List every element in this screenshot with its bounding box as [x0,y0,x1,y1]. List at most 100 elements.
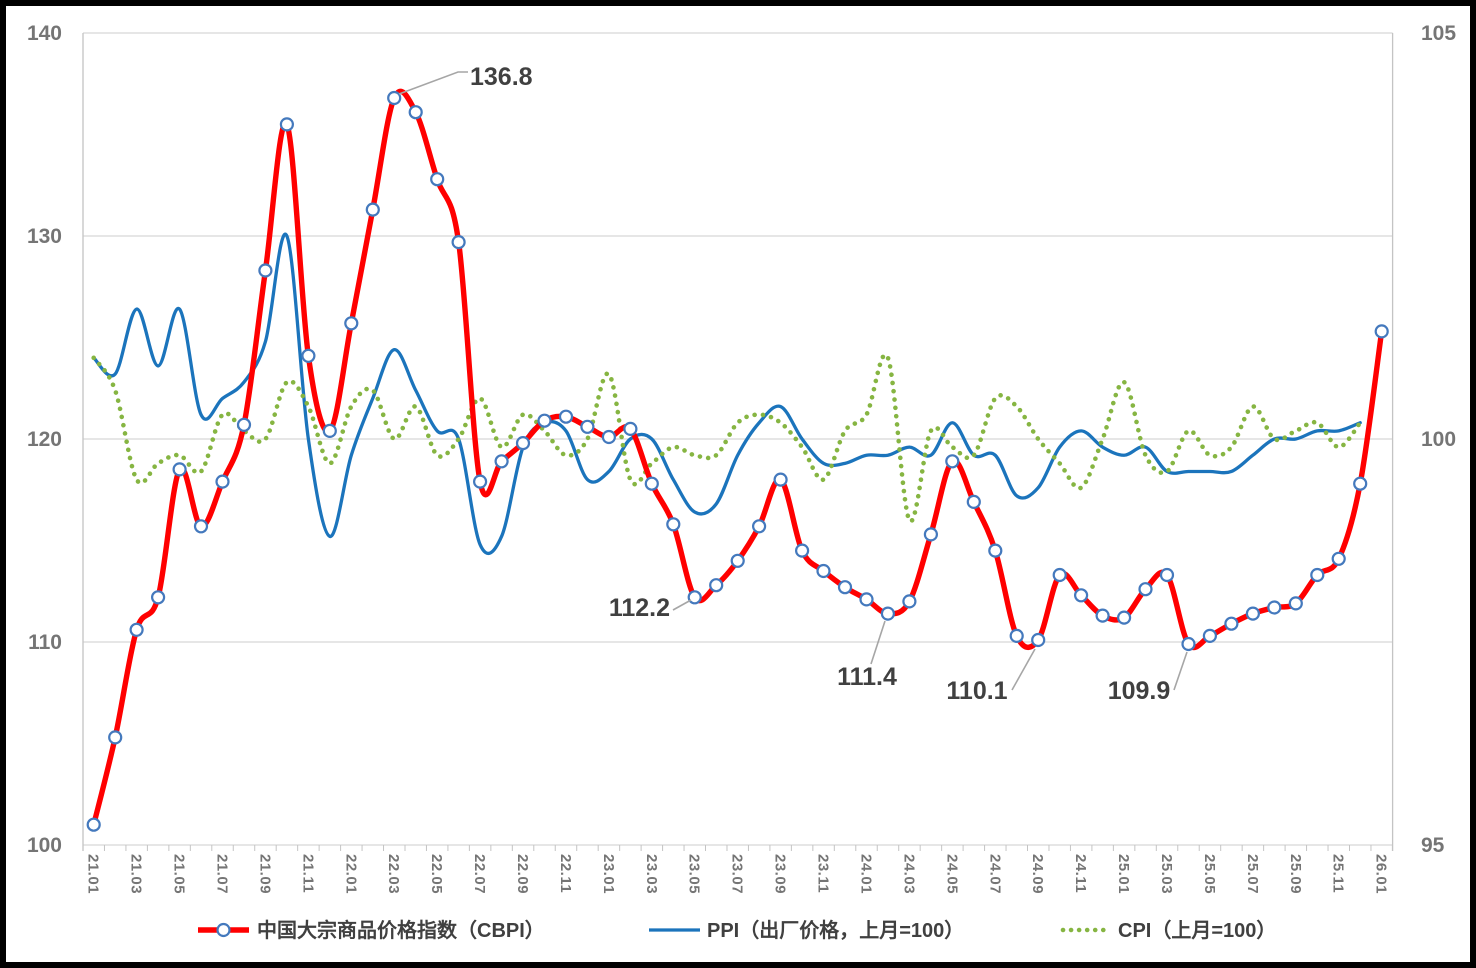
cbpi-marker [151,590,166,605]
x-axis-label: 21.03 [128,854,145,894]
cbpi-marker [1267,600,1282,615]
annotation-leader-line [1173,651,1188,691]
x-axis-label: 23.05 [686,854,703,894]
cbpi-marker [709,578,724,593]
x-axis-ticks [82,845,1393,851]
legend-item-cpi: CPI（上月=100） [1060,919,1276,942]
cbpi-marker [730,553,745,568]
annotation-label: 110.1 [946,677,1007,705]
cbpi-marker [966,494,981,509]
y-axis-right-label: 105 [1421,22,1456,45]
legend-item-cbpi: 中国大宗商品价格指数（CBPI） [198,918,545,942]
cbpi-marker [1331,551,1346,566]
cbpi-marker [236,417,252,432]
legend-ppi-label: PPI（出厂价格，上月=100） [707,918,964,942]
cbpi-marker [301,348,316,363]
cbpi-marker [1052,567,1067,583]
cbpi-marker [1181,636,1196,652]
cbpi-marker [365,202,380,217]
legend-cbpi-label: 中国大宗商品价格指数（CBPI） [257,918,545,942]
cbpi-marker [988,543,1003,558]
gridlines [82,32,1394,851]
cbpi-marker [258,263,273,278]
y-axis-left-label: 110 [28,631,62,654]
x-axis-label: 22.05 [428,854,445,894]
annotation-label: 111.4 [837,663,897,691]
y-axis-right-label: 100 [1421,428,1456,451]
cbpi-marker [1031,632,1046,648]
cbpi-marker [1138,582,1153,597]
cbpi-marker [666,517,681,532]
cbpi-marker [451,235,466,250]
x-axis-label: 23.07 [729,854,746,894]
cbpi-marker [473,474,488,489]
cbpi-marker [558,409,574,424]
x-axis-label: 24.11 [1072,854,1089,893]
x-axis-label: 25.11 [1330,854,1347,893]
legend-cpi-label: CPI（上月=100） [1118,919,1276,942]
cbpi-marker [1009,628,1024,644]
y-axis-left-label: 130 [27,225,62,248]
x-axis-label: 21.11 [299,854,316,893]
x-axis-label: 24.01 [858,854,875,894]
x-axis-label: 25.01 [1115,854,1132,894]
x-axis-label: 23.11 [815,854,832,893]
x-axis-label: 22.07 [471,854,488,894]
cbpi-marker [1116,610,1132,625]
cbpi-marker [537,413,552,428]
x-axis-label: 22.11 [557,854,574,893]
x-axis-label: 24.09 [1029,854,1046,894]
annotation-label: 136.8 [470,63,533,91]
legend: 中国大宗商品价格指数（CBPI） PPI（出厂价格，上月=100） CPI（上月=1… [198,918,1276,942]
cbpi-marker [279,117,294,132]
ppi-line [92,232,1362,556]
y-axis-left-label: 140 [27,22,62,45]
cbpi-marker [1202,628,1218,644]
x-axis-label: 21.09 [256,854,273,894]
annotations: 136.8 112.2 111.4 110.1 109.9 [398,63,1188,705]
cbpi-marker [172,462,187,477]
x-axis-label: 24.05 [943,854,960,894]
x-axis-label: 23.09 [772,854,789,894]
legend-item-ppi: PPI（出厂价格，上月=100） [649,918,964,942]
annotation-leader-line [398,71,468,95]
x-axis-label: 22.03 [385,854,402,894]
cbpi-marker [494,454,509,469]
cbpi-marker [430,172,445,187]
cbpi-marker [687,590,702,605]
cbpi-marker [408,105,423,120]
y-axis-right-label: 95 [1421,834,1445,857]
annotation-leader-line [1011,648,1036,691]
cbpi-marker [816,563,831,579]
cbpi-marker [794,543,810,558]
x-axis-label: 23.01 [600,854,617,894]
annotation-label: 109.9 [1108,677,1171,705]
x-axis-label: 22.01 [342,854,359,894]
x-axis-label: 25.09 [1287,854,1304,894]
cbpi-marker [387,90,402,106]
cbpi-marker [601,429,617,445]
x-axis-label: 25.05 [1201,854,1218,894]
cbpi-marker [1095,608,1110,623]
cbpi-marker [751,519,767,534]
cbpi-marker [880,606,896,621]
x-axis-label: 21.01 [85,854,102,894]
x-axis-label: 25.07 [1244,854,1261,894]
cbpi-marker [623,421,638,436]
cbpi-marker [1224,616,1239,631]
cbpi-marker [902,594,917,609]
x-axis-label: 21.07 [214,854,231,894]
cbpi-marker [129,622,144,637]
cbpi-marker [1073,588,1089,603]
cbpi-marker [1159,567,1175,583]
cbpi-marker [344,316,359,331]
cbpi-marker [322,423,337,438]
cbpi-marker [1245,606,1261,621]
cbpi-markers [86,90,1389,832]
annotation-leader-line [672,599,692,611]
cbpi-marker [837,580,853,595]
annotation-leader-line [870,620,886,665]
x-axis-label: 23.03 [643,854,660,894]
